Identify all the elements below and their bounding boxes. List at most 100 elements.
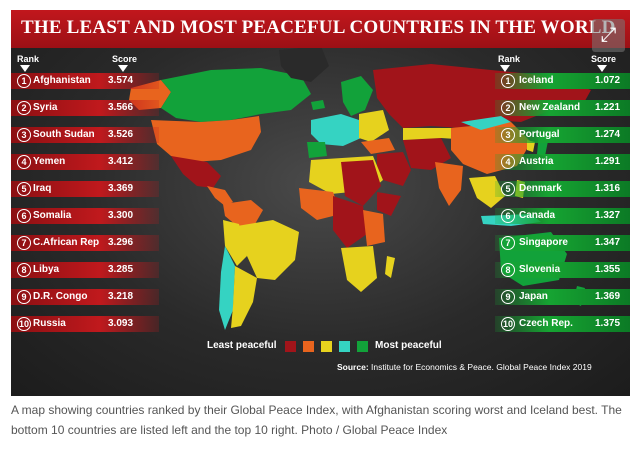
legend-most-label: Most peaceful (375, 340, 442, 351)
least-row: 2 Syria 3.566 (11, 100, 159, 116)
region-chile (219, 246, 235, 330)
country-name: Slovenia (519, 264, 561, 275)
region-iceland (311, 100, 325, 110)
region-central-africa (333, 196, 367, 248)
region-brazil (237, 220, 299, 280)
region-madagascar (385, 256, 395, 278)
most-row: 7 Singapore 1.347 (495, 235, 630, 251)
most-row: 3 Portugal 1.274 (495, 127, 630, 143)
source-label: Source: (337, 362, 369, 372)
country-name: New Zealand (519, 102, 581, 113)
most-row: 9 Japan 1.369 (495, 289, 630, 305)
rank-badge: 8 (501, 263, 515, 277)
region-horn-of-africa (377, 192, 401, 216)
country-score: 1.347 (595, 237, 621, 248)
title-bar: THE LEAST AND MOST PEACEFUL COUNTRIES IN… (11, 10, 630, 48)
rank-badge: 7 (17, 236, 31, 250)
rank-badge: 7 (501, 236, 515, 250)
country-score: 3.412 (108, 156, 134, 167)
country-score: 1.369 (595, 291, 621, 302)
image-caption: A map showing countries ranked by their … (11, 403, 622, 437)
country-name: South Sudan (33, 129, 95, 140)
country-name: Russia (33, 318, 66, 329)
country-name: Yemen (33, 156, 66, 167)
left-rank-triangle (20, 65, 30, 72)
region-iberia (307, 142, 327, 158)
rank-badge: 6 (501, 209, 515, 223)
least-row: 7 C.African Rep 3.296 (11, 235, 159, 251)
country-score: 1.274 (595, 129, 621, 140)
country-score: 3.574 (108, 75, 134, 86)
least-row: 8 Libya 3.285 (11, 262, 159, 278)
country-name: Iceland (519, 75, 554, 86)
country-name: Libya (33, 264, 60, 275)
region-korea (527, 140, 535, 152)
least-row: 10 Russia 3.093 (11, 316, 159, 332)
map-legend: Least peaceful Most peaceful (207, 340, 467, 354)
region-turkey (361, 138, 395, 154)
country-name: Czech Rep. (519, 318, 573, 329)
country-score: 1.355 (595, 264, 621, 275)
rank-badge: 2 (17, 101, 31, 115)
most-row: 6 Canada 1.327 (495, 208, 630, 224)
country-name: D.R. Congo (33, 291, 88, 302)
rank-badge: 4 (17, 155, 31, 169)
country-name: Syria (33, 102, 58, 113)
most-row: 10 Czech Rep. 1.375 (495, 316, 630, 332)
source-credit: Source: Institute for Economics & Peace.… (337, 362, 592, 372)
map-graphic: THE LEAST AND MOST PEACEFUL COUNTRIES IN… (11, 10, 630, 396)
region-eastern-europe (359, 110, 389, 142)
country-name: Portugal (519, 129, 560, 140)
region-argentina (231, 266, 257, 328)
rank-badge: 1 (501, 74, 515, 88)
map-title: THE LEAST AND MOST PEACEFUL COUNTRIES IN… (21, 17, 616, 38)
rank-badge: 1 (17, 74, 31, 88)
country-name: Japan (519, 291, 548, 302)
least-row: 3 South Sudan 3.526 (11, 127, 159, 143)
rank-badge: 9 (17, 290, 31, 304)
country-score: 3.285 (108, 264, 134, 275)
most-row: 1 Iceland 1.072 (495, 73, 630, 89)
rank-badge: 10 (17, 317, 31, 331)
region-greenland (279, 46, 329, 82)
region-east-africa (363, 210, 385, 246)
country-score: 1.072 (595, 75, 621, 86)
region-peru-bolivia (223, 220, 247, 266)
region-canada (161, 68, 311, 122)
least-row: 5 Iraq 3.369 (11, 181, 159, 197)
least-row: 6 Somalia 3.300 (11, 208, 159, 224)
left-rank-header: Rank (17, 54, 40, 64)
left-score-triangle (118, 65, 128, 72)
legend-swatch (321, 341, 332, 352)
region-india (435, 162, 463, 206)
country-name: Somalia (33, 210, 72, 221)
country-score: 1.327 (595, 210, 621, 221)
rank-badge: 3 (501, 128, 515, 142)
least-row: 9 D.R. Congo 3.218 (11, 289, 159, 305)
country-name: C.African Rep (33, 237, 100, 248)
left-score-header: Score (112, 54, 138, 64)
region-iran-afghanistan (403, 138, 451, 170)
right-score-header: Score (591, 54, 617, 64)
country-score: 3.300 (108, 210, 134, 221)
source-text: Institute for Economics & Peace. Global … (371, 362, 592, 372)
country-name: Denmark (519, 183, 562, 194)
expand-arrows-icon[interactable]: ⤢ (592, 19, 625, 52)
country-score: 3.296 (108, 237, 134, 248)
rank-badge: 4 (501, 155, 515, 169)
region-scandinavia (341, 76, 373, 116)
rank-badge: 3 (17, 128, 31, 142)
least-row: 4 Yemen 3.412 (11, 154, 159, 170)
region-colombia-venezuela (223, 200, 263, 226)
country-score: 3.218 (108, 291, 134, 302)
most-row: 8 Slovenia 1.355 (495, 262, 630, 278)
world-map (129, 46, 591, 330)
region-western-europe (311, 114, 361, 146)
most-row: 5 Denmark 1.316 (495, 181, 630, 197)
legend-least-label: Least peaceful (207, 340, 277, 351)
rank-badge: 10 (501, 317, 515, 331)
country-name: Canada (519, 210, 556, 221)
least-row: 1 Afghanistan 3.574 (11, 73, 159, 89)
country-name: Singapore (519, 237, 568, 248)
right-rank-header: Rank (498, 54, 521, 64)
